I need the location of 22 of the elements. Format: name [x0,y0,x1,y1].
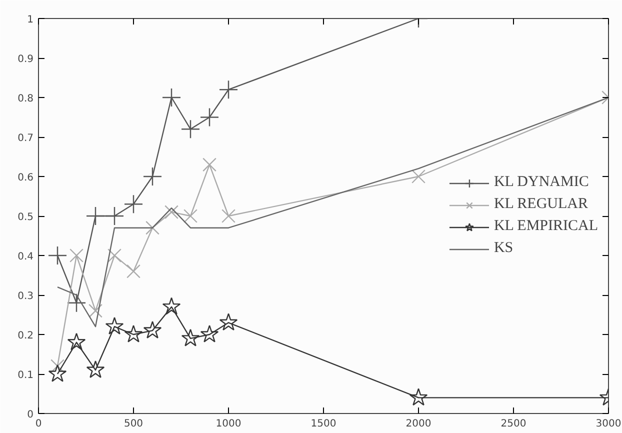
x-tick-label: 2500 [500,418,526,430]
legend-label: KS [494,240,514,257]
y-tick-label: 0 [27,410,34,420]
x-tick-label: 500 [124,418,144,430]
x-tick-label: 3000 [596,418,622,430]
x-tick-label: 0 [35,418,42,430]
y-tick-label: 0.8 [18,94,34,104]
legend-label: KL REGULAR [494,196,588,213]
y-tick-label: 0.9 [18,54,34,65]
legend-label: KL DYNAMIC [494,174,589,191]
x-tick-label: 2000 [406,418,432,430]
y-tick-label: 1 [27,14,34,26]
y-tick-label: 0.6 [18,172,34,184]
y-tick-label: 0.5 [18,212,34,223]
y-tick-label: 0.7 [18,133,34,144]
x-tick-label: 1000 [216,418,242,430]
y-tick-label: 0.2 [18,330,34,342]
legend-label: KL EMPIRICAL [494,218,598,235]
y-tick-label: 0.1 [18,370,34,381]
y-tick-label: 0.4 [18,252,34,262]
y-tick-label: 0.3 [18,291,34,302]
x-tick-label: 1500 [310,418,336,430]
